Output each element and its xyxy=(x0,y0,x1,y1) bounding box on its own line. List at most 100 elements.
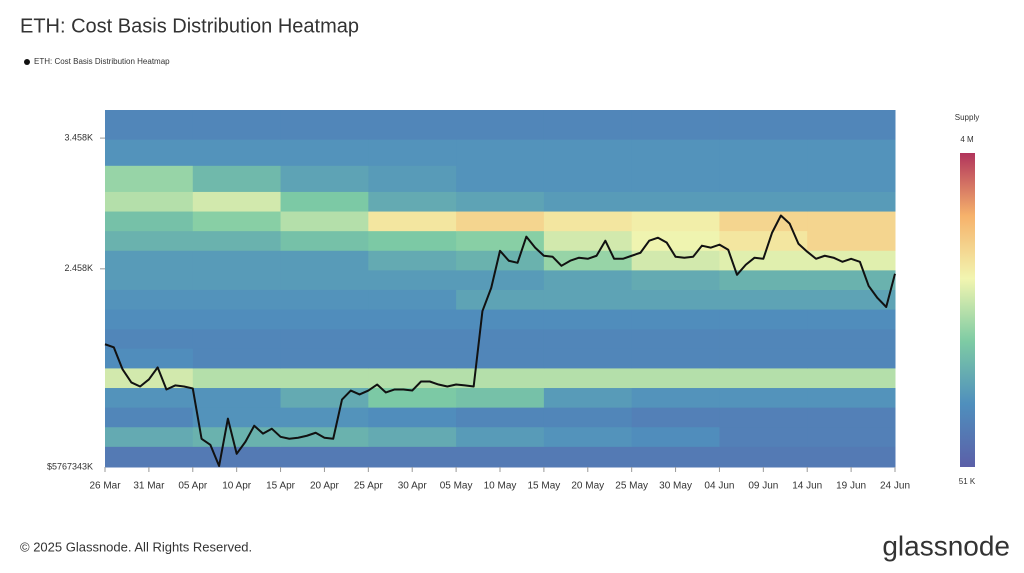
x-tick-label: 14 Jun xyxy=(792,481,822,492)
x-tick-label: 30 May xyxy=(659,481,692,492)
x-tick-label: 10 May xyxy=(484,481,517,492)
heat-cell xyxy=(719,269,808,290)
heat-cell xyxy=(719,309,808,330)
heat-cell xyxy=(456,250,545,271)
heat-cell xyxy=(719,165,808,192)
heat-cell xyxy=(807,426,896,447)
heat-cell xyxy=(543,191,633,212)
heat-cell xyxy=(543,165,633,192)
heat-cell xyxy=(631,139,720,166)
colorbar xyxy=(960,153,975,467)
heat-cell xyxy=(719,250,808,271)
heat-cell xyxy=(368,328,457,349)
heat-cell xyxy=(368,289,457,310)
heat-cell xyxy=(719,110,808,140)
y-tick-label: 2.458K xyxy=(64,263,93,273)
heat-cell xyxy=(280,139,369,166)
heat-cell xyxy=(543,110,633,140)
heat-cell xyxy=(719,139,808,166)
heat-cell xyxy=(719,230,808,251)
heat-cell xyxy=(719,348,808,369)
heat-cell xyxy=(368,139,457,166)
heat-cell xyxy=(105,230,194,251)
heat-cell xyxy=(456,309,545,330)
heat-cell xyxy=(631,446,720,468)
y-floor-label: $5767343K xyxy=(47,461,93,471)
heat-cell xyxy=(543,328,633,349)
x-tick-label: 31 Mar xyxy=(133,481,165,492)
footer: © 2025 Glassnode. All Rights Reserved. xyxy=(20,539,252,554)
x-tick-label: 25 May xyxy=(615,481,648,492)
heat-cell xyxy=(543,230,633,251)
heat-cell xyxy=(631,269,720,290)
legend-label: ETH: Cost Basis Distribution Heatmap xyxy=(34,57,170,66)
x-tick-label: 04 Jun xyxy=(704,481,734,492)
heat-cell xyxy=(543,407,633,428)
y-tick-label: 3.458K xyxy=(64,132,93,142)
heat-cell xyxy=(807,309,896,330)
x-tick-label: 05 May xyxy=(440,481,473,492)
heat-cell xyxy=(807,230,896,251)
x-tick-label: 20 Apr xyxy=(310,481,340,492)
heat-cell xyxy=(368,230,457,251)
heat-cell xyxy=(719,191,808,212)
heat-cell xyxy=(543,309,633,330)
heat-cell xyxy=(456,191,545,212)
heat-cell xyxy=(631,407,720,428)
heat-cell xyxy=(631,387,720,408)
heat-cell xyxy=(631,426,720,447)
heat-cell xyxy=(807,387,896,408)
heat-cell xyxy=(192,348,282,369)
heat-cell xyxy=(368,211,457,232)
heat-cell xyxy=(543,367,633,389)
heat-cell xyxy=(280,165,369,192)
heat-cell xyxy=(543,289,633,310)
heat-cell xyxy=(543,426,633,447)
heat-cell xyxy=(192,407,282,428)
heat-cell xyxy=(719,211,808,232)
heat-cell xyxy=(368,387,457,408)
heat-cell xyxy=(368,348,457,369)
x-tick-label: 25 Apr xyxy=(354,481,384,492)
heat-cell xyxy=(280,269,369,290)
x-tick-label: 15 May xyxy=(527,481,560,492)
heat-cell xyxy=(280,367,369,389)
heat-cell xyxy=(631,211,720,232)
heat-cell xyxy=(631,367,720,389)
heat-cell xyxy=(807,289,896,310)
heat-cell xyxy=(368,309,457,330)
x-tick-label: 19 Jun xyxy=(836,481,866,492)
heat-cell xyxy=(456,328,545,349)
heat-cell xyxy=(807,139,896,166)
heat-cell xyxy=(280,250,369,271)
heat-cell xyxy=(719,289,808,310)
watermark: glassnode xyxy=(882,530,1010,561)
heat-cell xyxy=(368,110,457,140)
heat-cell xyxy=(192,269,282,290)
heat-cell xyxy=(105,387,194,408)
heat-cell xyxy=(631,250,720,271)
heat-cell xyxy=(543,446,633,468)
heat-cell xyxy=(280,407,369,428)
x-tick-label: 20 May xyxy=(571,481,604,492)
heat-cell xyxy=(631,348,720,369)
heat-cell xyxy=(631,289,720,310)
heat-cell xyxy=(631,110,720,140)
heat-cell xyxy=(105,426,194,447)
heat-cell xyxy=(105,250,194,271)
heat-cell xyxy=(280,446,369,468)
colorbar-tick-label: 4 M xyxy=(960,135,974,144)
heat-cell xyxy=(719,328,808,349)
heat-cell xyxy=(192,250,282,271)
heat-cell xyxy=(368,269,457,290)
heat-cell xyxy=(192,191,282,212)
heat-cell xyxy=(543,139,633,166)
heat-cell xyxy=(105,348,194,369)
heat-cell xyxy=(807,328,896,349)
heat-cell xyxy=(280,230,369,251)
heat-cell xyxy=(456,110,545,140)
heat-cell xyxy=(543,387,633,408)
heat-cell xyxy=(719,367,808,389)
heat-cell xyxy=(192,328,282,349)
